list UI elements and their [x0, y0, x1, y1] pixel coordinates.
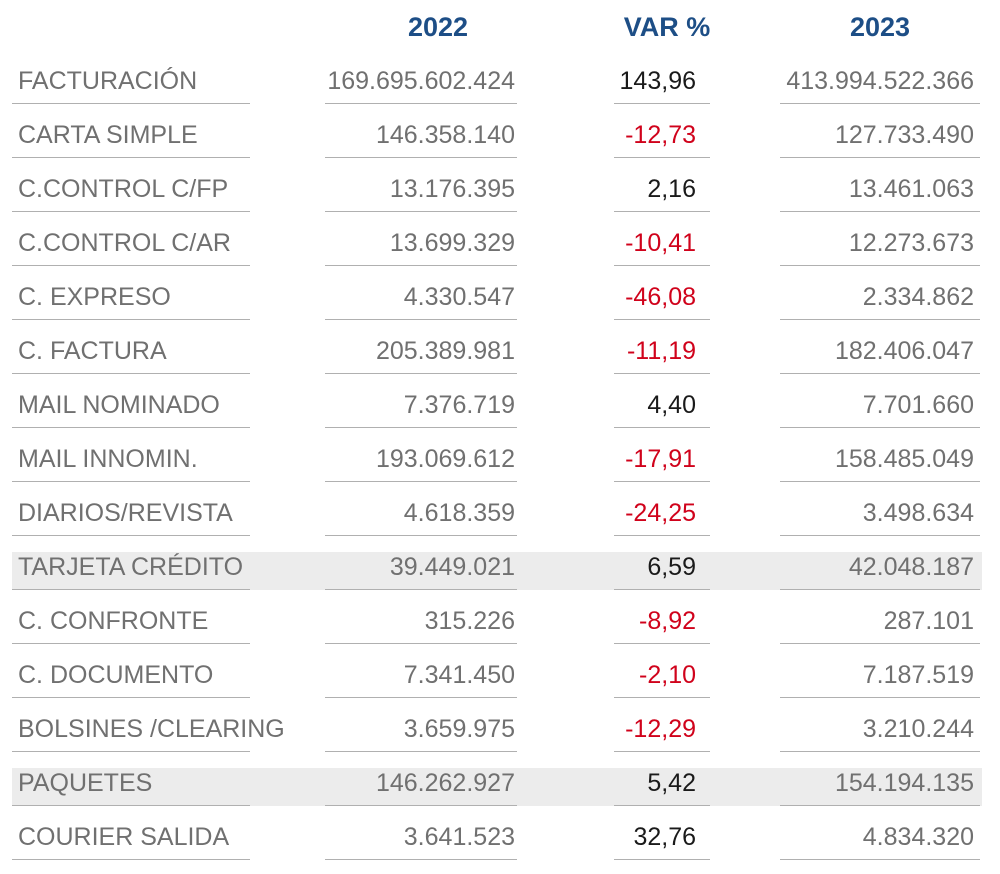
table-row: C. FACTURA 205.389.981 -11,19 182.406.047 [0, 328, 1000, 382]
value-2023: 413.994.522.366 [780, 58, 980, 104]
row-label: TARJETA CRÉDITO [12, 544, 250, 590]
value-var-percent: -24,25 [614, 490, 710, 536]
value-2022: 146.358.140 [325, 112, 517, 158]
value-2023: 4.834.320 [780, 814, 980, 860]
value-2023: 182.406.047 [780, 328, 980, 374]
value-2023: 154.194.135 [780, 760, 980, 806]
row-highlight [12, 768, 982, 806]
row-label: FACTURACIÓN [12, 58, 250, 104]
value-var-percent: -11,19 [614, 328, 710, 374]
row-label: MAIL NOMINADO [12, 382, 250, 428]
value-2022: 3.659.975 [325, 706, 517, 752]
value-2023: 7.701.660 [780, 382, 980, 428]
value-2023: 2.334.862 [780, 274, 980, 320]
value-2023: 42.048.187 [780, 544, 980, 590]
value-2022: 13.699.329 [325, 220, 517, 266]
value-2022: 3.641.523 [325, 814, 517, 860]
table-row: MAIL NOMINADO 7.376.719 4,40 7.701.660 [0, 382, 1000, 436]
value-2022: 146.262.927 [325, 760, 517, 806]
table-row: CARTA SIMPLE 146.358.140 -12,73 127.733.490 [0, 112, 1000, 166]
value-2022: 39.449.021 [325, 544, 517, 590]
table-row: PAQUETES 146.262.927 5,42 154.194.135 [0, 760, 1000, 814]
value-2023: 12.273.673 [780, 220, 980, 266]
value-2022: 4.618.359 [325, 490, 517, 536]
value-2022: 193.069.612 [325, 436, 517, 482]
value-2023: 127.733.490 [780, 112, 980, 158]
value-var-percent: 6,59 [614, 544, 710, 590]
header-var-percent: VAR % [623, 12, 711, 42]
table-row: DIARIOS/REVISTA 4.618.359 -24,25 3.498.634 [0, 490, 1000, 544]
value-2022: 205.389.981 [325, 328, 517, 374]
value-2022: 169.695.602.424 [325, 58, 517, 104]
value-2022: 7.376.719 [325, 382, 517, 428]
row-highlight [12, 552, 982, 590]
table-row: TARJETA CRÉDITO 39.449.021 6,59 42.048.187 [0, 544, 1000, 598]
value-2023: 13.461.063 [780, 166, 980, 212]
value-var-percent: 5,42 [614, 760, 710, 806]
row-label: C. DOCUMENTO [12, 652, 250, 698]
value-2023: 287.101 [780, 598, 980, 644]
row-label: C.CONTROL C/FP [12, 166, 250, 212]
row-label: DIARIOS/REVISTA [12, 490, 250, 536]
value-var-percent: -17,91 [614, 436, 710, 482]
row-label: C.CONTROL C/AR [12, 220, 250, 266]
row-label: BOLSINES /CLEARING [12, 706, 285, 752]
table-row: C. EXPRESO 4.330.547 -46,08 2.334.862 [0, 274, 1000, 328]
value-var-percent: 4,40 [614, 382, 710, 428]
value-var-percent: 2,16 [614, 166, 710, 212]
value-var-percent: -10,41 [614, 220, 710, 266]
value-2023: 3.498.634 [780, 490, 980, 536]
value-var-percent: -46,08 [614, 274, 710, 320]
table-row: FACTURACIÓN 169.695.602.424 143,96 413.994.… [0, 58, 1000, 112]
header-2022: 2022 [407, 12, 469, 42]
table-row: C. DOCUMENTO 7.341.450 -2,10 7.187.519 [0, 652, 1000, 706]
value-var-percent: -2,10 [614, 652, 710, 698]
table-row: BOLSINES /CLEARING 3.659.975 -12,29 3.210.2… [0, 706, 1000, 760]
row-label: C. FACTURA [12, 328, 250, 374]
header-2023: 2023 [849, 12, 911, 42]
table-row: MAIL INNOMIN. 193.069.612 -17,91 158.485.04… [0, 436, 1000, 490]
row-label: C. EXPRESO [12, 274, 250, 320]
value-2023: 7.187.519 [780, 652, 980, 698]
value-2022: 7.341.450 [325, 652, 517, 698]
row-label: C. CONFRONTE [12, 598, 250, 644]
table-row: C.CONTROL C/FP 13.176.395 2,16 13.461.063 [0, 166, 1000, 220]
table-row: COURIER SALIDA 3.641.523 32,76 4.834.320 [0, 814, 1000, 868]
value-2022: 4.330.547 [325, 274, 517, 320]
value-var-percent: -8,92 [614, 598, 710, 644]
row-label: MAIL INNOMIN. [12, 436, 250, 482]
value-2023: 158.485.049 [780, 436, 980, 482]
value-2023: 3.210.244 [780, 706, 980, 752]
value-2022: 315.226 [325, 598, 517, 644]
value-var-percent: -12,29 [614, 706, 710, 752]
row-label: PAQUETES [12, 760, 250, 806]
value-2022: 13.176.395 [325, 166, 517, 212]
value-var-percent: -12,73 [614, 112, 710, 158]
table-row: C.CONTROL C/AR 13.699.329 -10,41 12.273.673 [0, 220, 1000, 274]
row-label: CARTA SIMPLE [12, 112, 250, 158]
row-label: COURIER SALIDA [12, 814, 250, 860]
value-var-percent: 143,96 [614, 58, 710, 104]
value-var-percent: 32,76 [614, 814, 710, 860]
table-row: C. CONFRONTE 315.226 -8,92 287.101 [0, 598, 1000, 652]
